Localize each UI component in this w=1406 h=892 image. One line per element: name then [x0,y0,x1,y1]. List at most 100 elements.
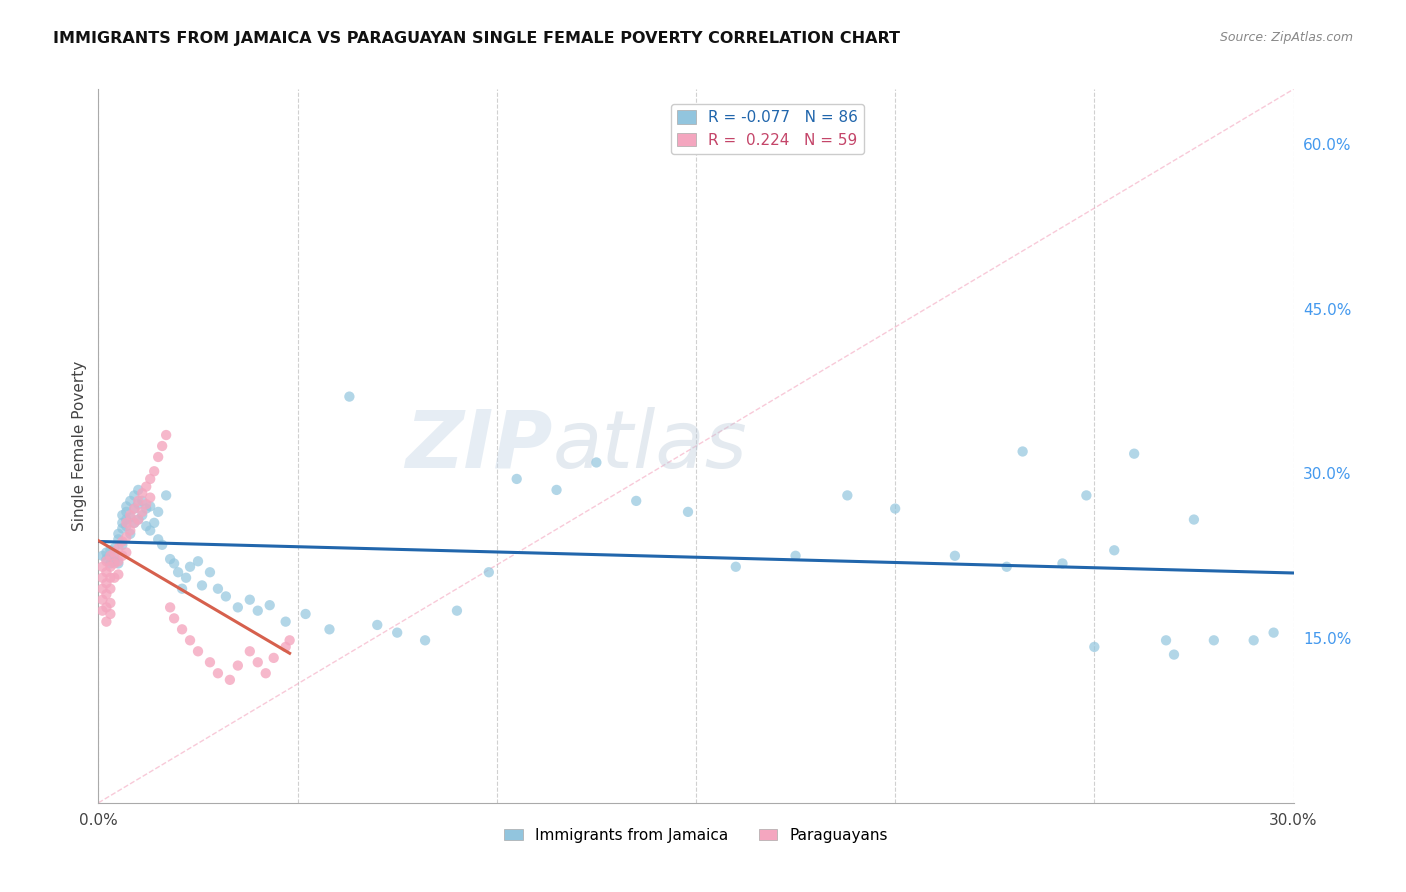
Point [96,552,118,566]
Point [111,538,134,552]
Point [124,501,146,516]
Point [626,494,648,508]
Point [135,480,157,494]
Point [103,541,125,555]
Point [115,530,138,544]
Point [91,571,114,585]
Point [1104,543,1126,558]
Point [167,566,190,580]
Point [131,494,153,508]
Point [785,549,807,563]
Point [413,633,436,648]
Point [1011,444,1033,458]
Point [1052,557,1074,571]
Point [155,488,177,502]
Point [478,566,501,580]
Point [318,623,340,637]
Point [103,549,125,563]
Point [111,521,134,535]
Point [148,505,170,519]
Point [254,666,277,681]
Point [150,538,173,552]
Point [207,582,229,596]
Point [995,559,1018,574]
Point [159,552,181,566]
Point [246,655,269,669]
Point [724,559,747,574]
Point [837,488,859,502]
Point [127,494,149,508]
Point [198,566,221,580]
Point [179,633,201,648]
Point [103,554,125,568]
Point [115,519,138,533]
Point [135,497,157,511]
Point [135,501,157,516]
Point [98,582,122,596]
Point [107,541,129,555]
Point [96,600,118,615]
Point [1083,640,1105,654]
Point [107,557,129,571]
Point [219,673,242,687]
Point [107,533,129,547]
Point [103,545,125,559]
Point [263,651,285,665]
Point [274,640,297,654]
Point [96,615,118,629]
Point [1123,447,1146,461]
Point [148,533,170,547]
Point [91,592,114,607]
Point [96,566,118,580]
Point [111,516,134,530]
Point [191,578,214,592]
Text: IMMIGRANTS FROM JAMAICA VS PARAGUAYAN SINGLE FEMALE POVERTY CORRELATION CHART: IMMIGRANTS FROM JAMAICA VS PARAGUAYAN SI… [53,31,900,46]
Point [139,500,162,514]
Point [98,559,122,574]
Point [107,554,129,568]
Point [120,494,142,508]
Point [98,543,122,558]
Point [446,604,468,618]
Point [131,508,153,523]
Point [124,501,146,516]
Point [246,604,269,618]
Point [172,623,194,637]
Point [207,666,229,681]
Point [96,545,118,559]
Point [120,510,142,524]
Point [1154,633,1177,648]
Point [111,534,134,549]
Point [124,516,146,530]
Text: atlas: atlas [553,407,748,485]
Point [120,524,142,538]
Point [98,549,122,563]
Point [676,505,699,519]
Point [135,519,157,533]
Point [127,483,149,497]
Point [159,600,181,615]
Point [127,497,149,511]
Point [366,618,388,632]
Point [91,559,114,574]
Point [1202,633,1225,648]
Point [884,501,907,516]
Point [115,545,138,559]
Point [127,512,149,526]
Point [174,571,197,585]
Point [98,596,122,610]
Point [124,516,146,530]
Point [98,607,122,621]
Point [385,625,409,640]
Point [111,549,134,563]
Point [91,582,114,596]
Text: ZIP: ZIP [405,407,553,485]
Point [1163,648,1185,662]
Point [239,644,262,658]
Legend: Immigrants from Jamaica, Paraguayans: Immigrants from Jamaica, Paraguayans [498,822,894,848]
Point [294,607,316,621]
Point [98,557,122,571]
Point [139,491,162,505]
Point [226,600,249,615]
Point [198,655,221,669]
